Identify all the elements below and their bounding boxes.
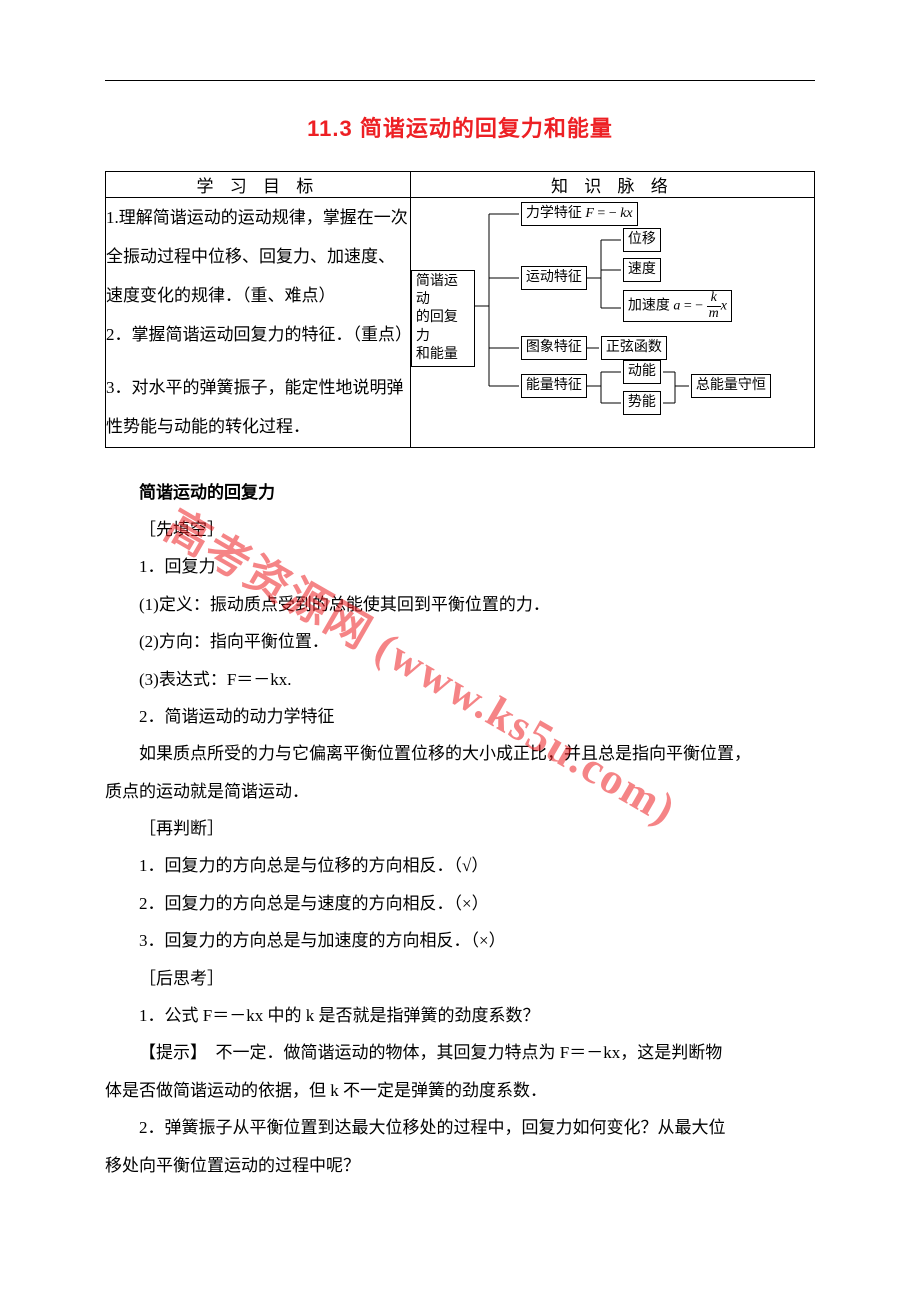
think-q2: 2．弹簧振子从平衡位置到达最大位移处的过程中，回复力如何变化？从最大位 [105, 1109, 815, 1146]
judge-3: 3．回复力的方向总是与加速度的方向相反．（×） [105, 922, 815, 959]
node-image: 图象特征 [521, 336, 587, 360]
judge-2: 2．回复力的方向总是与速度的方向相反．（×） [105, 885, 815, 922]
objective-1: 1.理解简谐运动的运动规律，掌握在一次全振动过程中位移、回复力、加速度、速度变化… [106, 198, 410, 315]
objectives-table: 学 习 目 标 知 识 脉 络 1.理解简谐运动的运动规律，掌握在一次全振动过程… [105, 171, 815, 448]
node-conservation: 总能量守恒 [691, 374, 771, 398]
objective-2: 2．掌握简谐运动回复力的特征．（重点） [106, 315, 410, 354]
node-motion: 运动特征 [521, 266, 587, 290]
label-think: ［后思考］ [105, 960, 815, 997]
node-energy: 能量特征 [521, 374, 587, 398]
objective-3: 3．对水平的弹簧振子，能定性地说明弹性势能与动能的转化过程． [106, 368, 410, 446]
concept-diagram: 简谐运动的回复力和能量 力学特征 F = − kx 运动特征 图象特征 能量特征… [411, 198, 814, 418]
body-text: 简谐运动的回复力 ［先填空］ 1．回复力 (1)定义：振动质点受到的总能使其回到… [105, 474, 815, 1184]
label-fill-blank: ［先填空］ [105, 511, 815, 548]
para-dynamics-body-2: 质点的运动就是简谐运动． [105, 773, 815, 810]
node-kinetic: 动能 [623, 360, 661, 384]
spacer [106, 354, 410, 368]
think-a1-2: 体是否做简谐运动的依据，但 k 不一定是弹簧的劲度系数． [105, 1072, 815, 1109]
objectives-cell: 1.理解简谐运动的运动规律，掌握在一次全振动过程中位移、回复力、加速度、速度变化… [106, 198, 411, 448]
node-displacement: 位移 [623, 228, 661, 252]
para-direction: (2)方向：指向平衡位置． [105, 623, 815, 660]
para-definition: (1)定义：振动质点受到的总能使其回到平衡位置的力． [105, 586, 815, 623]
node-potential: 势能 [623, 391, 661, 415]
node-sine: 正弦函数 [601, 336, 667, 360]
node-mechanical: 力学特征 F = − kx [521, 202, 638, 226]
label-judge: ［再判断］ [105, 810, 815, 847]
para-dynamics-heading: 2．简谐运动的动力学特征 [105, 698, 815, 735]
node-acceleration: 加速度 a = − kmx [623, 290, 732, 322]
para-restoring-force: 1．回复力 [105, 548, 815, 585]
node-velocity: 速度 [623, 258, 661, 282]
page-title: 11.3 简谐运动的回复力和能量 [105, 111, 815, 143]
para-expression: (3)表达式：F＝－kx. [105, 661, 815, 698]
think-a1: 【提示】 不一定．做简谐运动的物体，其回复力特点为 F＝－kx，这是判断物 [105, 1034, 815, 1071]
page: 11.3 简谐运动的回复力和能量 学 习 目 标 知 识 脉 络 1.理解简谐运… [0, 0, 920, 1302]
col-head-objectives: 学 习 目 标 [106, 172, 411, 198]
think-q1: 1．公式 F＝－kx 中的 k 是否就是指弹簧的劲度系数？ [105, 997, 815, 1034]
judge-1: 1．回复力的方向总是与位移的方向相反．（√） [105, 847, 815, 884]
top-rule [105, 80, 815, 81]
col-head-diagram: 知 识 脉 络 [410, 172, 814, 198]
node-root: 简谐运动的回复力和能量 [411, 270, 475, 367]
para-dynamics-body: 如果质点所受的力与它偏离平衡位置位移的大小成正比，并且总是指向平衡位置， [105, 735, 815, 772]
think-q2-2: 移处向平衡位置运动的过程中呢？ [105, 1147, 815, 1184]
section-1-heading: 简谐运动的回复力 [105, 474, 815, 511]
diagram-cell: 简谐运动的回复力和能量 力学特征 F = − kx 运动特征 图象特征 能量特征… [410, 198, 814, 448]
